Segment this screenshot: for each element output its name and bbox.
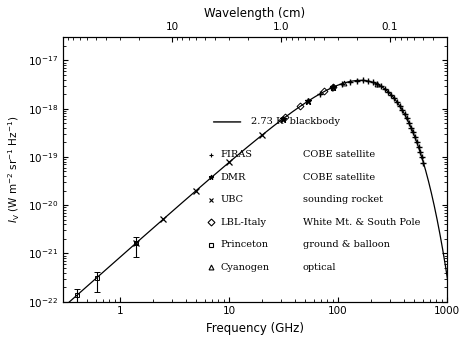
Text: LBL-Italy: LBL-Italy	[220, 218, 266, 227]
X-axis label: Frequency (GHz): Frequency (GHz)	[206, 322, 304, 335]
Text: FIRAS: FIRAS	[220, 150, 252, 159]
Text: ground & balloon: ground & balloon	[303, 240, 390, 249]
Text: DMR: DMR	[220, 173, 246, 182]
Text: optical: optical	[303, 263, 336, 272]
Text: White Mt. & South Pole: White Mt. & South Pole	[303, 218, 420, 227]
Text: Cyanogen: Cyanogen	[220, 263, 269, 272]
Text: COBE satellite: COBE satellite	[303, 173, 375, 182]
Y-axis label: $I_{\rm V}$ (W m$^{-2}$ sr$^{-1}$ Hz$^{-1}$): $I_{\rm V}$ (W m$^{-2}$ sr$^{-1}$ Hz$^{-…	[7, 116, 22, 223]
Text: UBC: UBC	[220, 195, 243, 205]
Text: Princeton: Princeton	[220, 240, 269, 249]
X-axis label: Wavelength (cm): Wavelength (cm)	[205, 7, 305, 20]
Text: COBE satellite: COBE satellite	[303, 150, 375, 159]
Text: sounding rocket: sounding rocket	[303, 195, 383, 205]
Text: 2.73 K  blackbody: 2.73 K blackbody	[251, 117, 340, 127]
